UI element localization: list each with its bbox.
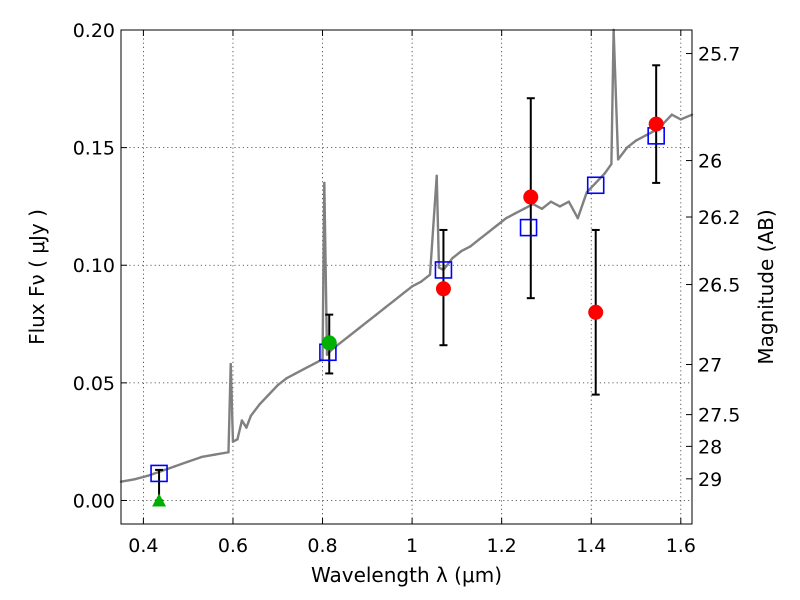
spectrum-segment	[661, 113, 674, 126]
y-tick-label: 0.00	[73, 490, 115, 512]
model-box-marker	[519, 218, 538, 237]
spectrum-segment	[625, 139, 638, 149]
spectrum-segment	[303, 362, 315, 370]
triangle-point	[152, 493, 167, 507]
model-box-marker	[586, 176, 605, 195]
spectrum-segment	[612, 28, 620, 161]
spectrum-segment	[384, 299, 396, 309]
spectrum-segment	[478, 231, 490, 241]
spectrum-segment	[245, 414, 253, 429]
right-tick-label: 26.2	[698, 207, 740, 229]
spectrum-segment	[401, 285, 414, 295]
right-tick-label: 26	[698, 151, 722, 173]
spectrum-segment	[616, 146, 629, 161]
spectrum-segment	[504, 212, 517, 220]
spectrum-segment	[679, 113, 694, 121]
y-tick-label: 0.20	[73, 20, 115, 42]
spectrum-segment	[323, 181, 329, 356]
spectrum-segment	[294, 367, 306, 375]
spectrum-segment	[435, 174, 441, 269]
spectrum-segment	[670, 113, 683, 121]
model-box-marker	[434, 261, 453, 279]
spectrum-series	[119, 28, 694, 483]
detection-point	[435, 281, 451, 297]
spectrum-segment	[276, 376, 288, 387]
spectrum-segment	[119, 478, 136, 483]
x-tick-label: 0.4	[128, 535, 158, 557]
right-tick-label: 29	[698, 469, 722, 491]
y-tick-label: 0.05	[73, 373, 115, 395]
spectrum-segment	[634, 134, 647, 142]
spectrum-segment	[576, 191, 588, 220]
spectrum-segment	[160, 465, 176, 473]
spectrum-segment	[487, 224, 499, 234]
spectrum-segment	[249, 402, 262, 417]
spectrum-segment	[229, 362, 235, 443]
spectrum-layer	[119, 28, 694, 483]
right-tick-label: 27	[698, 355, 722, 377]
marker-layer	[150, 116, 665, 507]
spectrum-segment	[513, 207, 526, 215]
spectrum-segment	[200, 453, 217, 459]
spectrum-segment	[392, 292, 405, 302]
y-tick-label: 0.10	[73, 255, 115, 277]
spectrum-segment	[603, 162, 613, 175]
spectrum-segment	[285, 372, 297, 380]
spectrum-segment	[442, 256, 454, 272]
errorbar-layer	[155, 64, 661, 502]
detection-point	[648, 116, 664, 132]
spectrum-segment	[267, 384, 279, 396]
x-tick-label: 0.6	[218, 535, 248, 557]
spectrum-segment	[460, 245, 472, 253]
model-box-marker	[150, 464, 168, 483]
detection-point	[523, 189, 539, 205]
spectrum-segment	[558, 200, 571, 208]
spectrum-segment	[258, 393, 270, 406]
y-axis-label: Flux Fν ( μJy )	[25, 209, 49, 345]
spectrum-segment	[495, 216, 508, 227]
spectrum-segment	[339, 334, 351, 345]
spectrum-segment	[366, 313, 378, 323]
spectrum-segment	[469, 238, 481, 248]
right-tick-label: 28	[698, 436, 722, 458]
x-tick-label: 1	[406, 535, 418, 557]
x-tick-label: 1.6	[666, 535, 696, 557]
green-point	[321, 335, 337, 351]
right-tick-label: 25.7	[698, 44, 740, 66]
y-axis-right-label: Magnitude (AB)	[754, 209, 778, 364]
spectrum-segment	[567, 200, 579, 220]
spectrum-segment	[594, 172, 606, 185]
plot-frame	[120, 29, 693, 525]
spectrum-segment	[531, 202, 544, 210]
grid-layer	[121, 29, 692, 524]
spectrum-segment	[451, 249, 463, 260]
spectrum-segment	[348, 327, 360, 338]
spectrum-segment	[173, 460, 190, 468]
spectrum-segment	[236, 419, 244, 441]
spectrum-segment	[186, 455, 203, 463]
x-axis-label: Wavelength λ (μm)	[311, 563, 502, 587]
spectrum-segment	[375, 306, 387, 316]
x-tick-label: 1.4	[576, 535, 606, 557]
spectrum-segment	[419, 273, 432, 283]
spectrum-segment	[213, 451, 230, 456]
spectrum-segment	[643, 129, 656, 138]
right-tick-label: 27.5	[698, 405, 740, 427]
spectrum-segment	[428, 174, 438, 276]
right-tick-label: 26.5	[698, 275, 740, 297]
x-tick-label: 0.8	[307, 535, 337, 557]
x-tick-label: 1.2	[487, 535, 517, 557]
y-tick-label: 0.15	[73, 138, 115, 160]
tick-layer: 0.4 0.6 0.8 1 1.2 1.4 1.6 0.00 0.05 0.10 0.15 0.20 2…	[73, 20, 741, 557]
spectrum-segment	[549, 200, 562, 208]
spectrum-segment	[410, 280, 423, 288]
detection-point	[588, 304, 604, 320]
spectrum-segment	[133, 474, 150, 481]
spectrum-segment	[540, 200, 553, 210]
spectrum-segment	[357, 320, 369, 330]
